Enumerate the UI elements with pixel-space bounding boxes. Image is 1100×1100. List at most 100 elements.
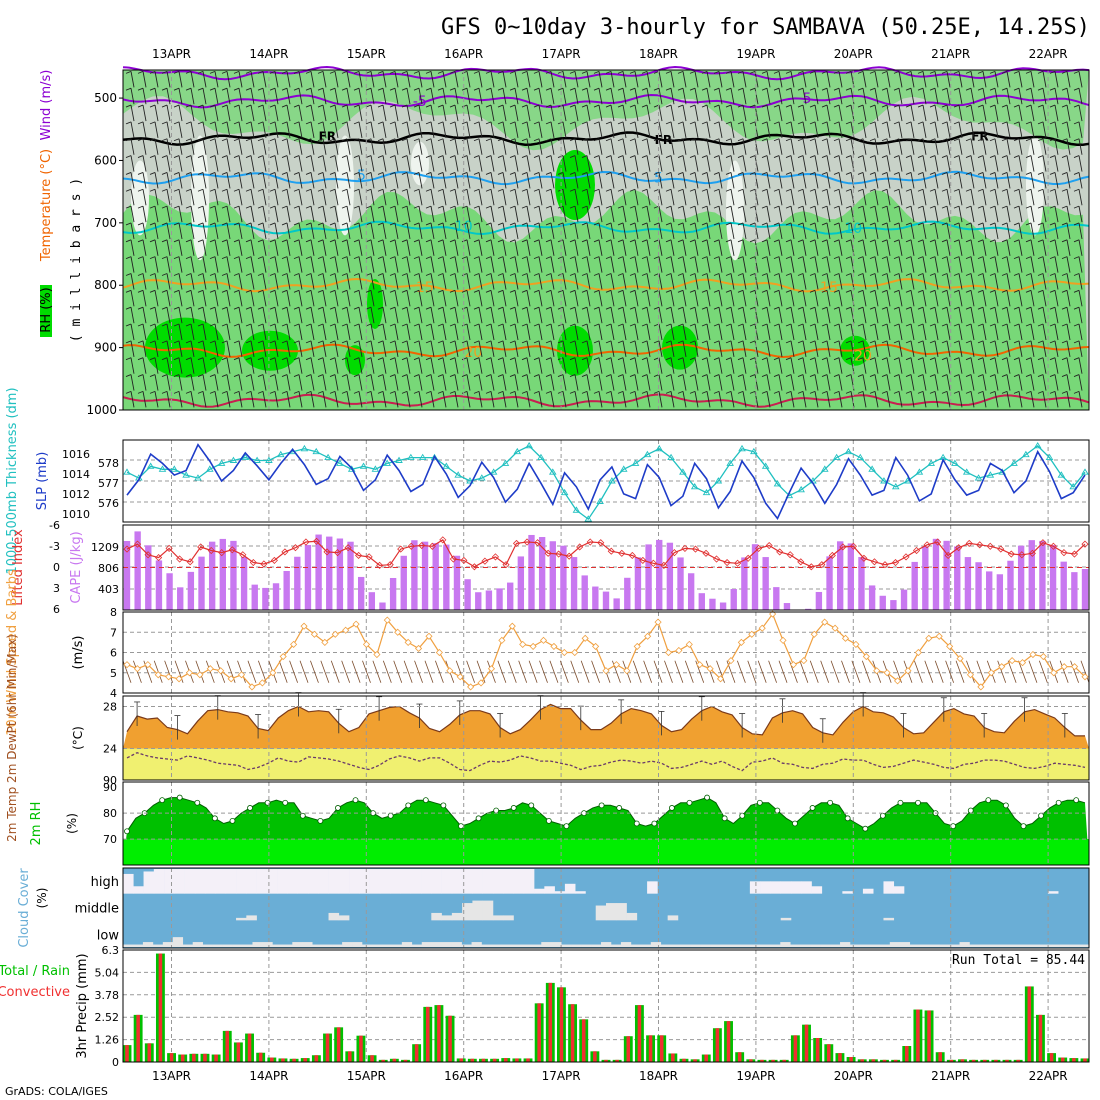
wind-barb-flag [281,256,288,260]
wind-barb [886,71,891,88]
wind-barb-flag [773,357,780,361]
wind-barb-flag [377,390,384,394]
wind-barb-flag [173,323,180,327]
wind-barb [1030,290,1035,307]
wind-barb-flag [461,104,468,108]
wind-barb [274,138,279,155]
wind-barb-flag [365,222,372,226]
cape-bar [836,541,844,610]
wind-barb [982,374,987,391]
wind-barb [274,189,279,206]
wind-barb [418,172,423,189]
wind-barb [718,391,723,408]
lifted-index-point [534,539,542,547]
wind-speed-point [560,648,568,657]
wind-barb-flag [125,87,132,91]
wind-barb [982,307,987,324]
wind-barb-flag [377,256,384,260]
wind-barb [142,357,147,374]
wind-barb [694,88,699,105]
wind-barb-flag [629,323,636,327]
wind-barb-flag [425,104,432,108]
wind-barb-flag [233,205,240,209]
cloud-low-bar [869,944,881,947]
wind-barb-flag [161,104,168,108]
wind-barb-flag [1073,155,1080,158]
wind-barb [910,222,915,240]
isotherm-label: 15 [416,280,434,296]
wind-barb [598,290,603,307]
wind-barb-flag [905,289,912,293]
wind-barb [178,71,183,88]
wind-barb [394,307,399,324]
wind-barb [682,155,687,172]
wind-barb-flag [845,357,852,361]
wind-barb [274,104,279,122]
cape-bar [815,591,823,610]
wind-barb-flag [449,323,456,327]
wind-barb-flag [269,155,276,158]
wind-barb [502,290,507,307]
wind-barb [574,121,579,138]
wind-barb [874,138,879,155]
wind-barb [250,189,255,206]
wind-barb-flag [1073,104,1080,108]
wind-barb-flag [1037,205,1044,209]
wind-barb-flag [1025,306,1032,310]
wind-barb-flag [233,374,240,377]
wind-barb-flag [965,70,972,74]
wind-barb [178,391,183,408]
wind-barb-flag [245,340,252,344]
wind-barb-flag [629,306,636,310]
cloud-low-bar [531,944,542,947]
wind-barb [190,273,195,290]
wind-barb-flag [773,205,780,209]
wind-barb [310,374,315,391]
cloud-low-bar [162,942,174,947]
wind-barb [418,391,423,408]
wind-barb [454,307,459,324]
wind-barb-flag [713,222,720,226]
cloud-low-bar [710,944,721,947]
wind-barb-flag [629,256,636,260]
wind-barb-flag [257,239,264,243]
precip-convective-bar [626,1036,631,1062]
wind-barb-flag [449,138,456,142]
wind-barb [454,138,459,155]
wind-barb [226,239,231,256]
wind-barb-flag [149,188,156,192]
precip-convective-bar [882,1059,887,1062]
wind-barb [250,88,255,105]
wind-barb-flag [773,172,780,175]
wind-barb [790,340,795,357]
wind-barb [550,189,555,206]
cloud-low-bar [899,942,911,947]
wind-barb-flag [989,340,996,344]
wind-barb [549,660,559,683]
cloud-low-bar [770,944,781,947]
wind-barb [1054,374,1059,391]
wind-barb-flag [1001,188,1008,192]
wind-barb-flag [797,340,804,344]
wind-barb-flag [917,70,924,74]
wind-barb-flag [845,390,852,394]
wind-barb [814,71,819,88]
wind-barb [442,357,447,374]
axis-label-millibars: ( m i l l i b a r s ) [69,178,84,342]
wind-barb-flag [629,121,636,125]
wind-barb-flag [209,104,216,108]
wind-barb-flag [629,357,636,361]
rh-point [633,820,640,827]
wind-barb-flag [929,374,936,377]
wind-barb-flag [785,205,792,209]
wind-barb [154,290,159,307]
wind-barb-flag [437,188,444,192]
wind-barb-flag [725,390,732,394]
wind-barb [778,138,783,155]
wind-barb-flag [173,155,180,158]
wind-barb [202,374,207,391]
wind-barb [1006,104,1011,122]
wind-barb-flag [137,306,144,310]
wind-barb-flag [353,104,360,108]
precip-convective-bar [180,1054,185,1062]
